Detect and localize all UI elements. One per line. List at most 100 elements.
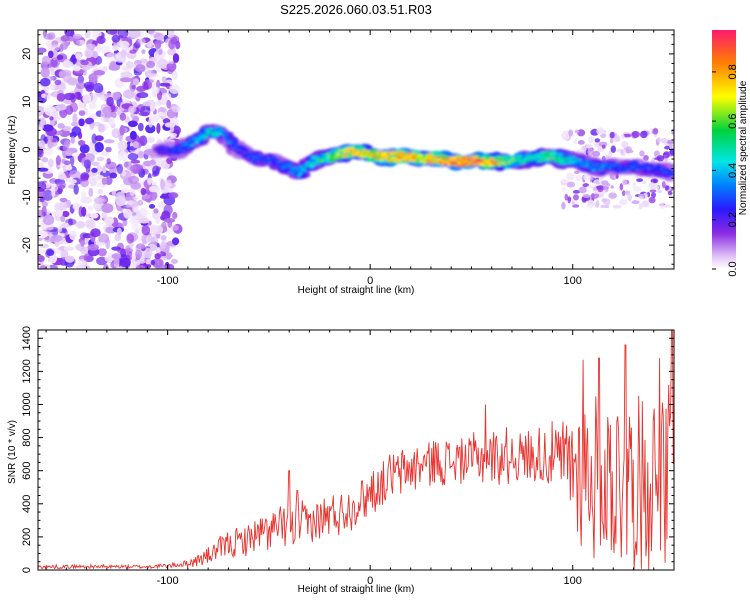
spectrogram-noise-blob <box>106 52 118 61</box>
spectrogram-noise-blob <box>118 257 131 268</box>
spectrogram-noise-blob <box>117 151 129 162</box>
spectrogram-ridge-cell <box>332 153 337 155</box>
spectrogram-noise-blob <box>94 135 104 142</box>
colorbar: 0.0 0.2 0.4 0.6 0.8 Normalized spectral ampl… <box>712 30 749 277</box>
spectrogram-ridge-cell <box>333 150 339 154</box>
spectrogram-noise-blob <box>572 204 580 208</box>
spectrogram-noise-blob <box>651 192 656 199</box>
spectrogram-noise-blob <box>594 138 601 143</box>
spectrogram-ridge-cell <box>658 170 663 172</box>
spectrogram-ridge-cell <box>268 161 272 164</box>
spectrogram-noise-blob <box>91 161 100 166</box>
spectrogram-noise-blob <box>90 122 102 127</box>
spectrogram-noise-blob <box>38 124 44 130</box>
spectrogram-ridge-cell <box>448 160 451 163</box>
spectrogram-ridge-cell <box>248 151 253 154</box>
spectrogram-noise-blob <box>130 159 141 164</box>
spectrogram-noise-blob <box>49 57 60 68</box>
spectrogram-ridge-cell <box>169 150 173 153</box>
spectrogram-noise-blob <box>141 225 151 236</box>
spectrogram-ridge-cell <box>544 155 549 158</box>
spectrogram-noise-blob <box>85 219 96 230</box>
spectrogram-ridge-cell <box>266 157 270 159</box>
colorbar-tick-label: 0.6 <box>727 114 739 129</box>
spectrogram-y-label: Frequency (Hz) <box>7 116 18 185</box>
spectrogram-ridge-cell <box>597 169 601 172</box>
spectrogram-noise-blob <box>93 82 104 94</box>
spectrogram-noise-blob <box>666 140 674 145</box>
spectrogram-noise-blob <box>38 105 45 116</box>
spectrogram-ridge-cell <box>188 140 193 143</box>
spectrogram-noise-blob <box>91 133 97 144</box>
spectrogram-ridge-cell <box>220 131 225 134</box>
snr-panel: -100 0 100 0 200 400 600 800 1000 1200 1400 Heigh… <box>7 326 675 595</box>
spectrogram-ridge-cell <box>488 164 493 167</box>
spectrogram-noise-blob <box>145 124 156 134</box>
spectrogram-noise-blob <box>140 188 147 196</box>
spectrogram-ridge-cell <box>650 168 654 170</box>
spectrogram-noise-blob <box>566 181 575 188</box>
spectrogram-noise-blob <box>70 155 75 166</box>
spectrogram-noise-blob <box>40 67 50 78</box>
spectrogram-noise-blob <box>44 225 54 231</box>
x-tick-label: 100 <box>564 575 582 587</box>
spectrogram-noise-blob <box>112 44 119 52</box>
spectrogram-ridge-cell <box>525 159 530 162</box>
spectrogram-ridge-cell <box>288 166 293 169</box>
spectrogram-ridge-cell <box>601 164 606 167</box>
spectrogram-ridge-cell <box>467 158 471 162</box>
spectrogram-noise-blob <box>73 184 79 195</box>
spectrogram-noise-blob <box>69 230 77 241</box>
spectrogram-noise-blob <box>561 201 566 210</box>
spectrogram-ridge-cell <box>441 155 445 158</box>
spectrogram-ridge-cell <box>606 169 611 172</box>
spectrogram-ridge-cell <box>282 165 287 169</box>
spectrogram-noise-blob <box>42 124 54 132</box>
spectrogram-noise-blob <box>166 228 173 235</box>
spectrogram-noise-blob <box>137 199 144 206</box>
spectrogram-noise-blob <box>590 192 600 199</box>
spectrogram-ridge-cell <box>243 148 247 150</box>
spectrogram-noise-blob <box>566 132 570 140</box>
spectrogram-noise-blob <box>97 123 105 133</box>
spectrogram-ridge-cell <box>284 163 288 166</box>
spectrogram-ridge-cell <box>668 169 672 171</box>
spectrogram-noise-blob <box>137 150 145 159</box>
colorbar-tick-label: 0.2 <box>727 212 739 227</box>
spectrogram-noise-blob <box>160 235 167 241</box>
spectrogram-ridge-cell <box>569 156 574 159</box>
spectrogram-noise-blob <box>648 196 656 204</box>
spectrogram-ridge-cell <box>319 160 324 163</box>
spectrogram-noise-blob <box>560 179 569 183</box>
spectrogram-ridge-cell <box>446 157 450 160</box>
spectrogram-noise-blob <box>171 105 181 113</box>
spectrogram-ridge-cell <box>609 163 614 166</box>
spectrogram-noise-blob <box>602 144 606 149</box>
spectrogram-noise-blob <box>136 92 149 99</box>
spectrogram-ridge-cell <box>429 161 434 164</box>
spectrogram-noise-blob <box>49 116 54 121</box>
spectrogram-ridge-cell <box>665 171 669 174</box>
spectrogram-ridge-cell <box>411 156 417 159</box>
spectrogram-noise-blob <box>41 55 51 65</box>
spectrogram-ridge-cell <box>508 161 511 164</box>
spectrogram-noise-blob <box>614 135 620 141</box>
spectrogram-noise-blob <box>123 208 133 219</box>
spectrogram-noise-blob <box>568 129 574 137</box>
spectrogram-ridge-cell <box>236 151 242 155</box>
spectrogram-noise-blob <box>108 116 116 127</box>
spectrogram-ridge-cell <box>250 154 254 157</box>
spectrogram-noise-blob <box>48 50 54 59</box>
spectrogram-noise-blob <box>172 53 180 63</box>
spectrogram-noise-blob <box>164 179 172 188</box>
x-tick-label: 100 <box>564 275 582 287</box>
spectrogram-noise-blob <box>160 179 166 190</box>
spectrogram-noise-blob <box>80 174 86 182</box>
spectrogram-noise-blob <box>603 204 610 209</box>
spectrogram-ridge-cell <box>595 163 599 165</box>
snr-y-axis: 0 200 400 600 800 1000 1200 1400 <box>21 326 674 573</box>
spectrogram-noise-blob <box>63 92 76 101</box>
spectrogram-ridge-cell <box>349 149 353 152</box>
spectrogram-noise-blob <box>610 145 616 153</box>
spectrogram-noise-blob <box>592 150 601 157</box>
